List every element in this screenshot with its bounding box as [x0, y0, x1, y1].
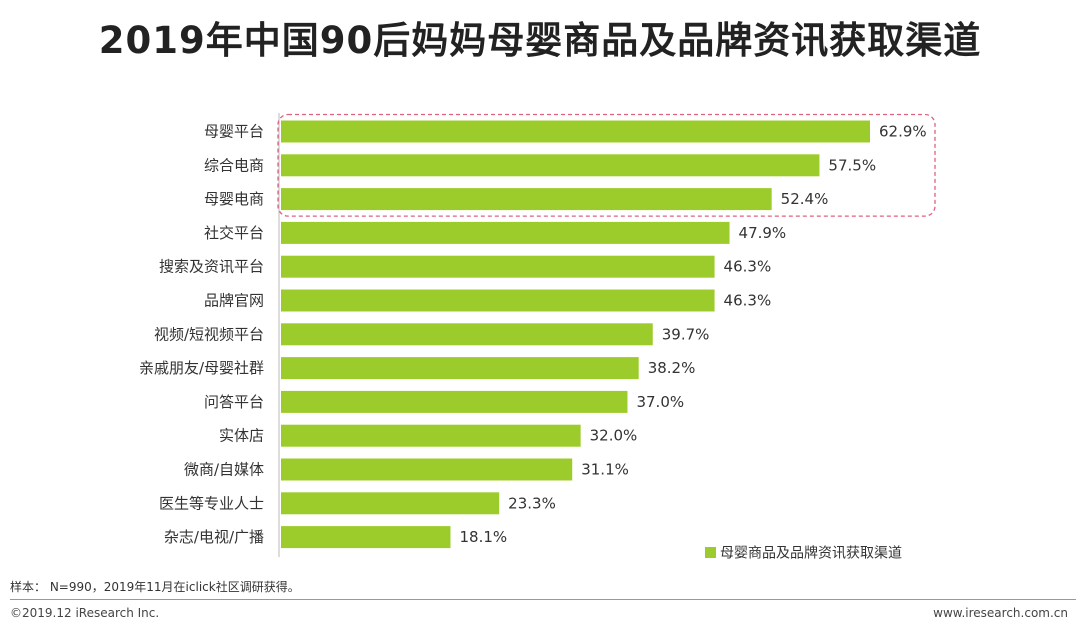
- value-label-8: 37.0%: [636, 393, 684, 411]
- category-label-2: 母婴电商: [204, 190, 264, 208]
- value-label-3: 47.9%: [739, 224, 787, 242]
- value-label-0: 62.9%: [879, 123, 927, 141]
- footer-divider: [10, 599, 1076, 600]
- bar-8: [281, 390, 628, 413]
- category-label-12: 杂志/电视/广播: [164, 528, 264, 546]
- bar-1: [281, 154, 820, 177]
- chart-title: 2019年中国90后妈妈母婴商品及品牌资讯获取渠道: [98, 19, 982, 62]
- value-label-6: 39.7%: [662, 325, 710, 343]
- category-label-4: 搜索及资讯平台: [159, 258, 264, 276]
- legend-swatch: [705, 547, 716, 558]
- copyright: ©2019.12 iResearch Inc.: [10, 606, 160, 620]
- category-label-11: 医生等专业人士: [159, 494, 264, 512]
- value-label-4: 46.3%: [724, 258, 772, 276]
- category-label-1: 综合电商: [204, 156, 264, 174]
- value-label-10: 31.1%: [581, 461, 629, 479]
- bar-5: [281, 289, 715, 312]
- category-label-6: 视频/短视频平台: [154, 325, 264, 343]
- highlight-box: [277, 113, 936, 217]
- value-label-5: 46.3%: [724, 292, 772, 310]
- bar-9: [281, 424, 581, 447]
- bar-10: [281, 458, 573, 481]
- value-label-9: 32.0%: [590, 427, 638, 445]
- bar-4: [281, 255, 715, 278]
- bar-12: [281, 526, 451, 549]
- bar-11: [281, 492, 500, 515]
- value-label-2: 52.4%: [781, 190, 829, 208]
- website-link[interactable]: www.iresearch.com.cn: [933, 606, 1068, 620]
- category-label-7: 亲戚朋友/母婴社群: [139, 359, 264, 377]
- category-label-3: 社交平台: [204, 224, 264, 242]
- value-label-7: 38.2%: [648, 359, 696, 377]
- category-label-5: 品牌官网: [204, 292, 264, 310]
- category-label-0: 母婴平台: [204, 123, 264, 141]
- category-label-10: 微商/自媒体: [184, 461, 264, 479]
- source-note: 样本： N=990，2019年11月在iclick社区调研获得。: [10, 580, 300, 594]
- bar-3: [281, 221, 730, 244]
- bar-2: [281, 188, 772, 211]
- category-label-9: 实体店: [219, 427, 264, 445]
- bar-7: [281, 357, 639, 380]
- value-label-11: 23.3%: [508, 494, 556, 512]
- legend-label: 母婴商品及品牌资讯获取渠道: [720, 545, 902, 562]
- value-label-12: 18.1%: [459, 528, 507, 546]
- bar-0: [281, 120, 870, 143]
- value-label-1: 57.5%: [828, 156, 876, 174]
- category-label-8: 问答平台: [204, 393, 264, 411]
- bar-6: [281, 323, 653, 346]
